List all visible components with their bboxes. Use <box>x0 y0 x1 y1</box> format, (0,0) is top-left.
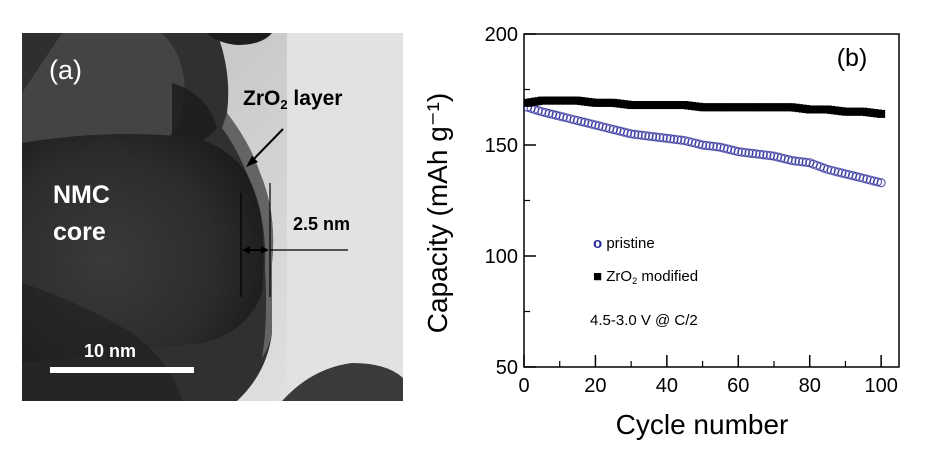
data-point-pristine <box>651 132 661 142</box>
data-point-pristine <box>640 131 651 141</box>
legend-zro2-marker: ■ <box>593 268 603 285</box>
data-point-pristine <box>797 157 808 167</box>
thickness-label: 2.5 nm <box>293 214 351 234</box>
data-point-pristine <box>705 141 715 151</box>
data-point-pristine <box>747 148 758 159</box>
data-point-pristine <box>783 155 793 165</box>
panel-a-label: (a) <box>49 55 82 85</box>
y-tick-label: 50 <box>496 357 518 379</box>
series-zro2-modified <box>523 96 886 118</box>
series-layer <box>522 96 886 188</box>
x-tick-label: 0 <box>518 375 529 397</box>
data-point-zro2-modified <box>877 109 886 118</box>
x-tick-label: 40 <box>656 375 678 397</box>
data-point-pristine <box>744 148 754 158</box>
data-point-pristine <box>751 149 761 159</box>
series-pristine <box>522 102 886 188</box>
panel-b-label: (b) <box>837 44 868 72</box>
legend-pristine-marker: o <box>593 235 603 252</box>
data-point-pristine <box>701 140 711 151</box>
scale-bar-label: 10 nm <box>84 341 137 361</box>
legend-zro2-rest: modified <box>637 268 699 285</box>
axis-ticks: 0 20 40 60 80 100 50 100 150 200 <box>485 24 898 397</box>
layer-label-main: ZrO <box>243 87 281 110</box>
data-point-pristine <box>737 147 747 157</box>
data-point-pristine <box>712 142 722 152</box>
core-label-line1: NMC <box>53 181 110 209</box>
x-tick-label: 80 <box>799 375 821 397</box>
layer-pointer-arrow <box>248 128 284 165</box>
legend-pristine: o pristine <box>593 235 655 252</box>
data-point-pristine <box>708 141 718 151</box>
layer-label-sub: 2 <box>280 96 288 112</box>
core-label-line2: core <box>53 218 106 246</box>
legend-zro2-main: ZrO <box>606 268 633 285</box>
data-point-pristine <box>755 149 765 159</box>
y-tick-label: 100 <box>485 246 518 268</box>
data-point-pristine <box>762 150 772 160</box>
data-point-pristine <box>730 146 740 156</box>
data-point-pristine <box>647 131 658 142</box>
data-point-pristine <box>740 147 751 158</box>
scale-bar <box>50 367 194 373</box>
legend-pristine-label: pristine <box>606 235 655 252</box>
y-tick-label: 200 <box>485 24 518 46</box>
data-point-pristine <box>733 147 743 157</box>
y-tick-label: 150 <box>485 135 518 157</box>
chart-annotation: 4.5-3.0 V @ C/2 <box>590 312 698 329</box>
data-point-pristine <box>676 135 686 145</box>
data-point-pristine <box>694 139 704 149</box>
legend-zro2-sub: 2 <box>632 275 638 286</box>
data-point-pristine <box>790 156 801 166</box>
data-point-pristine <box>637 130 647 140</box>
y-axis-label: Capacity (mAh g⁻¹) <box>422 93 453 333</box>
layer-pointer-arrowhead <box>246 156 258 167</box>
data-point-pristine <box>697 140 708 150</box>
data-point-pristine <box>672 135 683 145</box>
data-point-pristine <box>665 134 676 144</box>
data-point-pristine <box>662 133 672 143</box>
data-point-pristine <box>630 129 640 139</box>
x-tick-label: 100 <box>864 375 897 397</box>
data-point-pristine <box>872 177 883 187</box>
x-axis-label: Cycle number <box>616 409 789 440</box>
layer-label-rest: layer <box>287 87 343 110</box>
legend-zro2-modified: ■ ZrO2 modified <box>593 268 698 286</box>
data-point-pristine <box>787 155 797 166</box>
data-point-pristine <box>644 131 654 141</box>
data-point-pristine <box>626 129 636 139</box>
data-point-pristine <box>794 156 804 167</box>
data-point-pristine <box>633 130 643 140</box>
data-point-pristine <box>758 150 768 160</box>
plot-frame <box>523 33 900 368</box>
data-point-pristine <box>765 151 776 161</box>
x-tick-label: 60 <box>727 375 749 397</box>
data-point-pristine <box>876 178 886 188</box>
layer-label: ZrO2 layer <box>243 87 342 112</box>
data-point-pristine <box>655 132 665 143</box>
x-tick-label: 20 <box>584 375 606 397</box>
data-point-pristine <box>658 133 668 143</box>
data-point-pristine <box>669 134 679 144</box>
tem-image: (a) NMC core 10 nm <box>22 33 403 401</box>
data-point-pristine <box>622 128 633 138</box>
